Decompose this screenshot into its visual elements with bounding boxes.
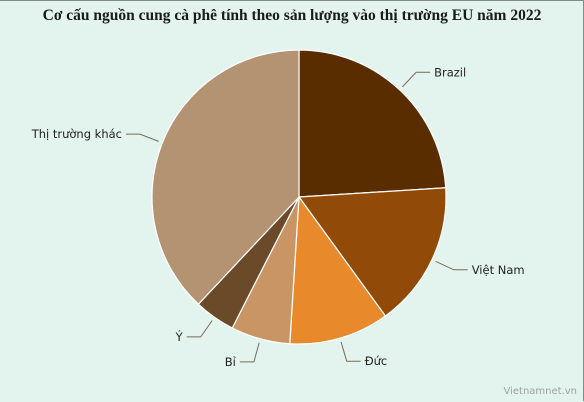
pie-slice-0 (298, 49, 447, 198)
pie-slice-1 (297, 187, 447, 317)
slice-labels: Brazil Việt Nam Đức Bỉ Ý Thị trường khác (31, 65, 525, 369)
leader-line-5 (126, 133, 159, 142)
slice-label-2: Đức (365, 354, 388, 368)
leader-line-3 (239, 342, 260, 363)
leader-line-0 (402, 71, 431, 88)
leader-lines (126, 71, 468, 363)
pie-slice-5 (151, 49, 300, 306)
leader-line-2 (340, 341, 361, 362)
slice-label-4: Ý (175, 329, 184, 344)
leader-line-1 (435, 260, 468, 271)
pie-slice-2 (289, 195, 387, 345)
slice-label-0: Brazil (434, 65, 466, 79)
slice-label-3: Bỉ (225, 355, 236, 369)
chart-title: Cơ cấu nguồn cung cà phê tính theo sản l… (42, 7, 542, 24)
source-credit: Vietnamnet.vn (503, 386, 577, 397)
leader-line-4 (186, 320, 213, 338)
pie-slices (151, 49, 447, 345)
slice-label-1: Việt Nam (472, 263, 525, 277)
slice-label-5: Thị trường khác (31, 127, 122, 141)
